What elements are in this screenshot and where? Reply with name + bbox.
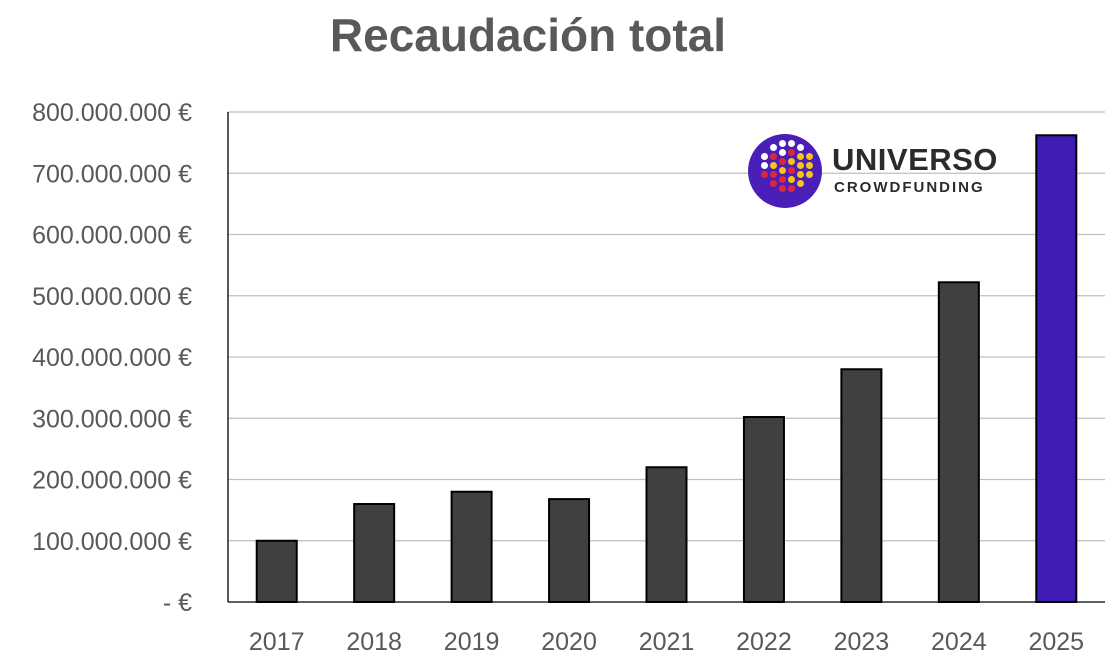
logo-dot xyxy=(787,139,795,147)
x-tick-label: 2025 xyxy=(1028,628,1084,656)
bar-2021 xyxy=(645,466,688,603)
y-tick-label: 500.000.000 € xyxy=(32,283,192,311)
x-tick-label: 2022 xyxy=(736,628,792,656)
logo-dot xyxy=(778,139,786,147)
logo-dot xyxy=(778,148,786,156)
logo-dot xyxy=(796,152,804,160)
logo-dot xyxy=(805,170,813,178)
logo-dot xyxy=(787,166,795,174)
logo-dot xyxy=(787,175,795,183)
logo-dot xyxy=(787,148,795,156)
logo-dot xyxy=(796,143,804,151)
bar-2018 xyxy=(353,503,396,603)
logo-dots-icon xyxy=(748,134,822,208)
logo-dot xyxy=(796,170,804,178)
bar-2020 xyxy=(548,498,591,604)
logo-dot xyxy=(796,161,804,169)
bar-2017 xyxy=(255,539,298,603)
logo-dot xyxy=(778,184,786,192)
y-tick-label: 100.000.000 € xyxy=(32,528,192,556)
y-tick-label: 800.000.000 € xyxy=(32,99,192,127)
y-tick-label: 200.000.000 € xyxy=(32,467,192,495)
chart-title: Recaudación total xyxy=(329,9,727,61)
logo-dot xyxy=(769,152,777,160)
logo-dot xyxy=(769,161,777,169)
logo-subtitle: CROWDFUNDING xyxy=(834,179,985,196)
y-tick-label: 400.000.000 € xyxy=(32,344,192,372)
logo-dot xyxy=(787,184,795,192)
logo-dot xyxy=(805,161,813,169)
logo-dot xyxy=(778,157,786,165)
y-tick-label: 700.000.000 € xyxy=(32,160,192,188)
logo-dot xyxy=(778,166,786,174)
bar-2025 xyxy=(1035,134,1078,603)
bar-2023 xyxy=(840,368,883,603)
x-tick-label: 2018 xyxy=(346,628,402,656)
logo-dot xyxy=(787,157,795,165)
y-tick-label: 300.000.000 € xyxy=(32,405,192,433)
logo-dot xyxy=(760,161,768,169)
logo-wordmark: UNIVERSO xyxy=(832,142,998,177)
logo-dot xyxy=(805,152,813,160)
logo-dot xyxy=(769,179,777,187)
logo-dot xyxy=(769,143,777,151)
logo-dot xyxy=(760,170,768,178)
x-tick-label: 2024 xyxy=(931,628,987,656)
bar-2024 xyxy=(937,281,980,603)
logo-dot xyxy=(778,175,786,183)
x-tick-label: 2019 xyxy=(444,628,500,656)
universo-crowdfunding-logo: UNIVERSO CROWDFUNDING xyxy=(748,134,1008,210)
x-tick-label: 2023 xyxy=(834,628,890,656)
x-tick-label: 2021 xyxy=(639,628,695,656)
logo-dot xyxy=(769,170,777,178)
logo-dot xyxy=(796,179,804,187)
logo-dot xyxy=(760,152,768,160)
x-tick-label: 2017 xyxy=(249,628,305,656)
y-tick-label: - € xyxy=(163,589,192,617)
x-tick-label: 2020 xyxy=(541,628,597,656)
bar-2019 xyxy=(450,490,493,603)
y-tick-label: 600.000.000 € xyxy=(32,222,192,250)
bar-2022 xyxy=(742,416,785,603)
